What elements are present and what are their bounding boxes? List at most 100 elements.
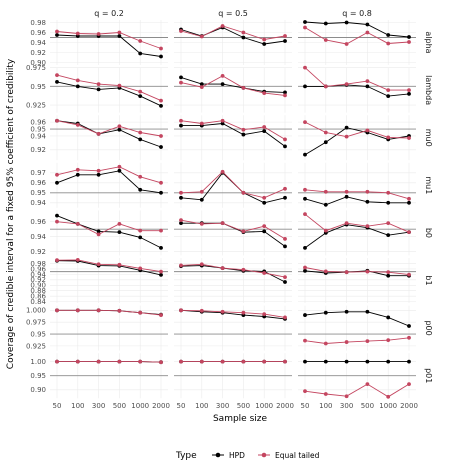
data-point-hpd — [365, 199, 370, 204]
data-point-equal-tailed — [199, 85, 204, 89]
data-point-hpd — [262, 229, 267, 234]
data-point-equal-tailed — [55, 118, 59, 123]
data-point-equal-tailed — [96, 262, 101, 267]
panel-mu0-col-1 — [50, 115, 168, 161]
data-point-equal-tailed — [303, 212, 307, 217]
data-point-equal-tailed — [344, 82, 349, 86]
panel-lambda-col-3 — [298, 65, 416, 113]
data-point-hpd — [138, 94, 143, 98]
facet-row-label: b1 — [424, 275, 433, 285]
panel-b0-col-2 — [174, 210, 292, 256]
y-tick-label: 0.84 — [30, 298, 46, 306]
y-tick-label: 0.94 — [30, 132, 46, 140]
data-point-hpd — [159, 103, 163, 108]
panel-b1-col-2 — [174, 258, 292, 303]
facet-row-label: mu0 — [424, 129, 433, 147]
panel-mu1-col-2 — [174, 162, 292, 208]
panel-bg — [298, 210, 416, 256]
series-line-equal-tailed — [57, 361, 162, 363]
data-point-equal-tailed — [407, 196, 411, 201]
data-point-equal-tailed — [365, 128, 370, 133]
data-point-equal-tailed — [407, 230, 411, 235]
x-tick-label: 1000 — [379, 402, 397, 410]
data-point-equal-tailed — [365, 269, 370, 274]
x-axis-title: Sample size — [213, 414, 268, 424]
data-point-hpd — [303, 84, 307, 89]
data-point-equal-tailed — [75, 308, 80, 313]
data-point-hpd — [159, 54, 163, 59]
panel-bg — [50, 67, 168, 113]
series-line-equal-tailed — [56, 259, 162, 273]
data-point-hpd — [283, 195, 287, 200]
series-line-hpd — [180, 27, 286, 45]
y-tick-label: 0.975 — [26, 319, 46, 327]
data-point-hpd — [138, 137, 143, 142]
data-point-equal-tailed — [407, 136, 411, 140]
data-point-equal-tailed — [262, 91, 267, 95]
data-point-equal-tailed — [179, 218, 183, 223]
panel-p00-col-2 — [174, 305, 292, 351]
data-point-hpd — [96, 87, 101, 92]
data-point-equal-tailed — [220, 24, 225, 28]
data-point-hpd — [283, 244, 287, 249]
data-point-equal-tailed — [220, 221, 225, 226]
data-point-equal-tailed — [241, 229, 246, 234]
data-point-equal-tailed — [199, 359, 204, 364]
data-point-equal-tailed — [75, 167, 80, 172]
data-point-hpd — [75, 84, 80, 89]
panel-alpha-col-1 — [50, 20, 168, 65]
y-axis-title: Coverage of credible interval for a fixe… — [6, 58, 16, 369]
data-point-hpd — [55, 180, 59, 185]
data-point-equal-tailed — [407, 40, 411, 44]
data-point-equal-tailed — [179, 80, 183, 85]
data-point-hpd — [179, 75, 183, 80]
data-point-hpd — [407, 324, 411, 328]
y-tick-label: 0.97 — [30, 169, 46, 177]
y-tick-label: 0.90 — [30, 59, 46, 67]
panel-b1-col-3 — [298, 258, 416, 303]
y-tick-label: 0.95 — [30, 125, 46, 133]
data-point-equal-tailed — [199, 222, 204, 226]
data-point-equal-tailed — [179, 190, 183, 195]
data-point-equal-tailed — [303, 338, 307, 343]
series-line-equal-tailed — [56, 166, 162, 184]
series-line-hpd — [304, 127, 410, 156]
data-point-hpd — [159, 273, 163, 277]
data-point-hpd — [199, 82, 204, 86]
y-tick-label: 0.92 — [30, 49, 46, 57]
data-point-equal-tailed — [220, 73, 225, 78]
data-point-hpd — [323, 140, 328, 145]
data-point-equal-tailed — [262, 37, 267, 42]
panel-mu0-col-2 — [174, 115, 292, 161]
data-point-equal-tailed — [283, 186, 287, 191]
data-point-equal-tailed — [241, 359, 246, 364]
data-point-equal-tailed — [386, 88, 391, 92]
panel-bg — [50, 210, 168, 256]
y-tick-label: 0.975 — [26, 64, 46, 72]
data-point-hpd — [407, 200, 411, 205]
data-point-hpd — [75, 172, 80, 177]
series-line-hpd — [180, 265, 286, 283]
data-point-equal-tailed — [283, 315, 287, 320]
data-point-hpd — [344, 359, 349, 364]
data-point-equal-tailed — [117, 262, 122, 267]
data-point-equal-tailed — [96, 168, 101, 173]
data-point-hpd — [365, 84, 370, 89]
data-point-equal-tailed — [344, 340, 349, 344]
data-point-hpd — [386, 273, 391, 278]
data-point-equal-tailed — [75, 258, 80, 262]
data-point-hpd — [159, 190, 163, 195]
data-point-equal-tailed — [386, 221, 391, 226]
data-point-hpd — [262, 129, 267, 134]
x-tick-label: 50 — [53, 402, 62, 410]
x-tick-label: 2000 — [276, 402, 294, 410]
panel-alpha-col-3 — [298, 20, 416, 65]
data-point-equal-tailed — [55, 219, 59, 224]
data-point-hpd — [344, 309, 349, 314]
panel-bg — [298, 305, 416, 351]
data-point-hpd — [323, 202, 328, 207]
data-point-hpd — [55, 79, 59, 84]
facet-strip-col-2: q = 0.5 — [174, 8, 292, 19]
facet-row-label: b0 — [424, 228, 433, 238]
data-point-hpd — [138, 187, 143, 192]
